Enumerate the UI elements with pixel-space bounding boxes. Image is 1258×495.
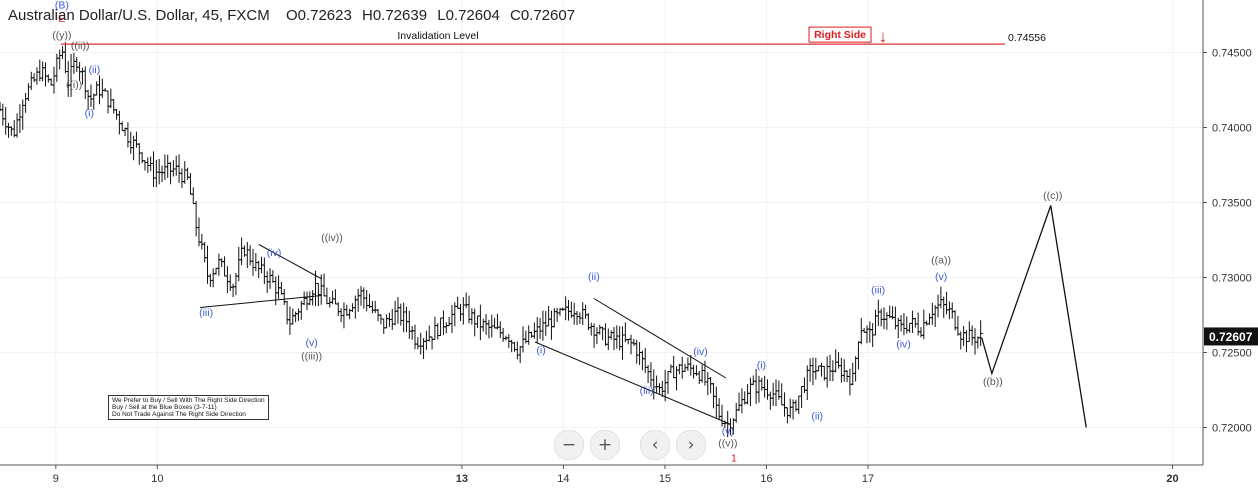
wave-label: ((i)) bbox=[66, 79, 82, 91]
wave-label: (iii) bbox=[199, 307, 213, 319]
right-side-arrow: ↓ bbox=[879, 27, 888, 46]
x-tick-label: 20 bbox=[1166, 473, 1178, 485]
trading-notes-box: We Prefer to Buy / Sell With The Right S… bbox=[108, 395, 269, 420]
open-value: O0.72623 bbox=[285, 7, 352, 24]
y-tick-label: 0.72000 bbox=[1212, 423, 1252, 435]
y-tick-label: 0.72500 bbox=[1212, 348, 1252, 360]
invalidation-value: 0.74556 bbox=[1008, 32, 1046, 44]
high-value: H0.72639 bbox=[362, 7, 428, 24]
x-tick-label: 17 bbox=[862, 473, 874, 485]
wave-label: ((a)) bbox=[931, 254, 951, 266]
wave-label: (v) bbox=[306, 337, 318, 349]
wave-label: (v) bbox=[722, 425, 734, 437]
right-side-label: Right Side bbox=[814, 29, 866, 41]
y-tick-label: 0.73500 bbox=[1212, 198, 1252, 210]
wave-label: (iv) bbox=[896, 338, 911, 350]
wave-label: ((iv)) bbox=[321, 232, 343, 244]
wave-label: (iv) bbox=[267, 247, 282, 259]
x-tick-label: 13 bbox=[456, 473, 468, 485]
zoom-in-button[interactable]: + bbox=[590, 430, 620, 460]
right-side-box bbox=[808, 26, 872, 43]
note-line: Buy / Sell at the Blue Boxes (3-7-11) bbox=[112, 404, 217, 411]
x-tick-label: 9 bbox=[53, 473, 59, 485]
y-tick-label: 0.74500 bbox=[1212, 48, 1252, 60]
low-value: L0.72604 bbox=[437, 7, 500, 24]
trend-line bbox=[534, 341, 732, 425]
invalidation-label: Invalidation Level bbox=[397, 30, 478, 42]
trend-line bbox=[258, 244, 323, 280]
zoom-out-button[interactable]: − bbox=[554, 430, 584, 460]
wave-label: E bbox=[58, 13, 65, 25]
y-tick-label: 0.73000 bbox=[1212, 273, 1252, 285]
symbol-title: Australian Dollar/U.S. Dollar, 45, FXCM bbox=[8, 7, 270, 24]
wave-label: (i) bbox=[757, 359, 766, 371]
wave-label: (v) bbox=[935, 271, 947, 283]
wave-label: ((y)) bbox=[52, 29, 71, 41]
note-line: Do Not Trade Against The Right Side Dire… bbox=[112, 411, 246, 418]
wave-label: ((v)) bbox=[718, 437, 737, 449]
wave-label: (i) bbox=[85, 107, 94, 119]
wave-label: (ii) bbox=[588, 271, 600, 283]
wave-label: (iv) bbox=[693, 346, 708, 358]
y-tick-label: 0.74000 bbox=[1212, 123, 1252, 135]
wave-label: (i) bbox=[536, 344, 545, 356]
wave-label: (B) bbox=[55, 0, 69, 11]
wave-label: (ii) bbox=[811, 410, 823, 422]
trend-line bbox=[199, 295, 322, 308]
scroll-left-button[interactable]: ‹ bbox=[640, 430, 670, 460]
close-value: C0.72607 bbox=[509, 7, 576, 24]
last-price-label: 0.72607 bbox=[1209, 330, 1253, 344]
plot-area bbox=[0, 0, 1203, 465]
scroll-right-button[interactable]: › bbox=[676, 430, 706, 460]
chart-header: Australian Dollar/U.S. Dollar, 45, FXCM … bbox=[8, 7, 575, 24]
trend-line bbox=[593, 298, 727, 379]
wave-label: ((c)) bbox=[1043, 190, 1062, 202]
wave-label: (iii) bbox=[871, 284, 885, 296]
x-tick-label: 16 bbox=[760, 473, 772, 485]
x-tick-label: 15 bbox=[659, 473, 671, 485]
wave-label: (iii) bbox=[640, 385, 654, 397]
wave-label: 1 bbox=[731, 452, 737, 464]
chart-toolbar: − + ‹ › bbox=[554, 430, 706, 460]
ohlc-readout: O0.72623 H0.72639 L0.72604 C0.72607 bbox=[280, 7, 575, 24]
x-tick-label: 10 bbox=[151, 473, 163, 485]
wave-label: ((b)) bbox=[983, 376, 1003, 388]
projection-path bbox=[981, 205, 1087, 428]
wave-label: ((iii)) bbox=[301, 350, 322, 362]
wave-label: (ii) bbox=[89, 64, 101, 76]
x-tick-label: 14 bbox=[557, 473, 569, 485]
note-line: We Prefer to Buy / Sell With The Right S… bbox=[112, 397, 265, 404]
last-price-tag bbox=[1204, 327, 1258, 346]
wave-label: ((ii)) bbox=[71, 40, 90, 52]
